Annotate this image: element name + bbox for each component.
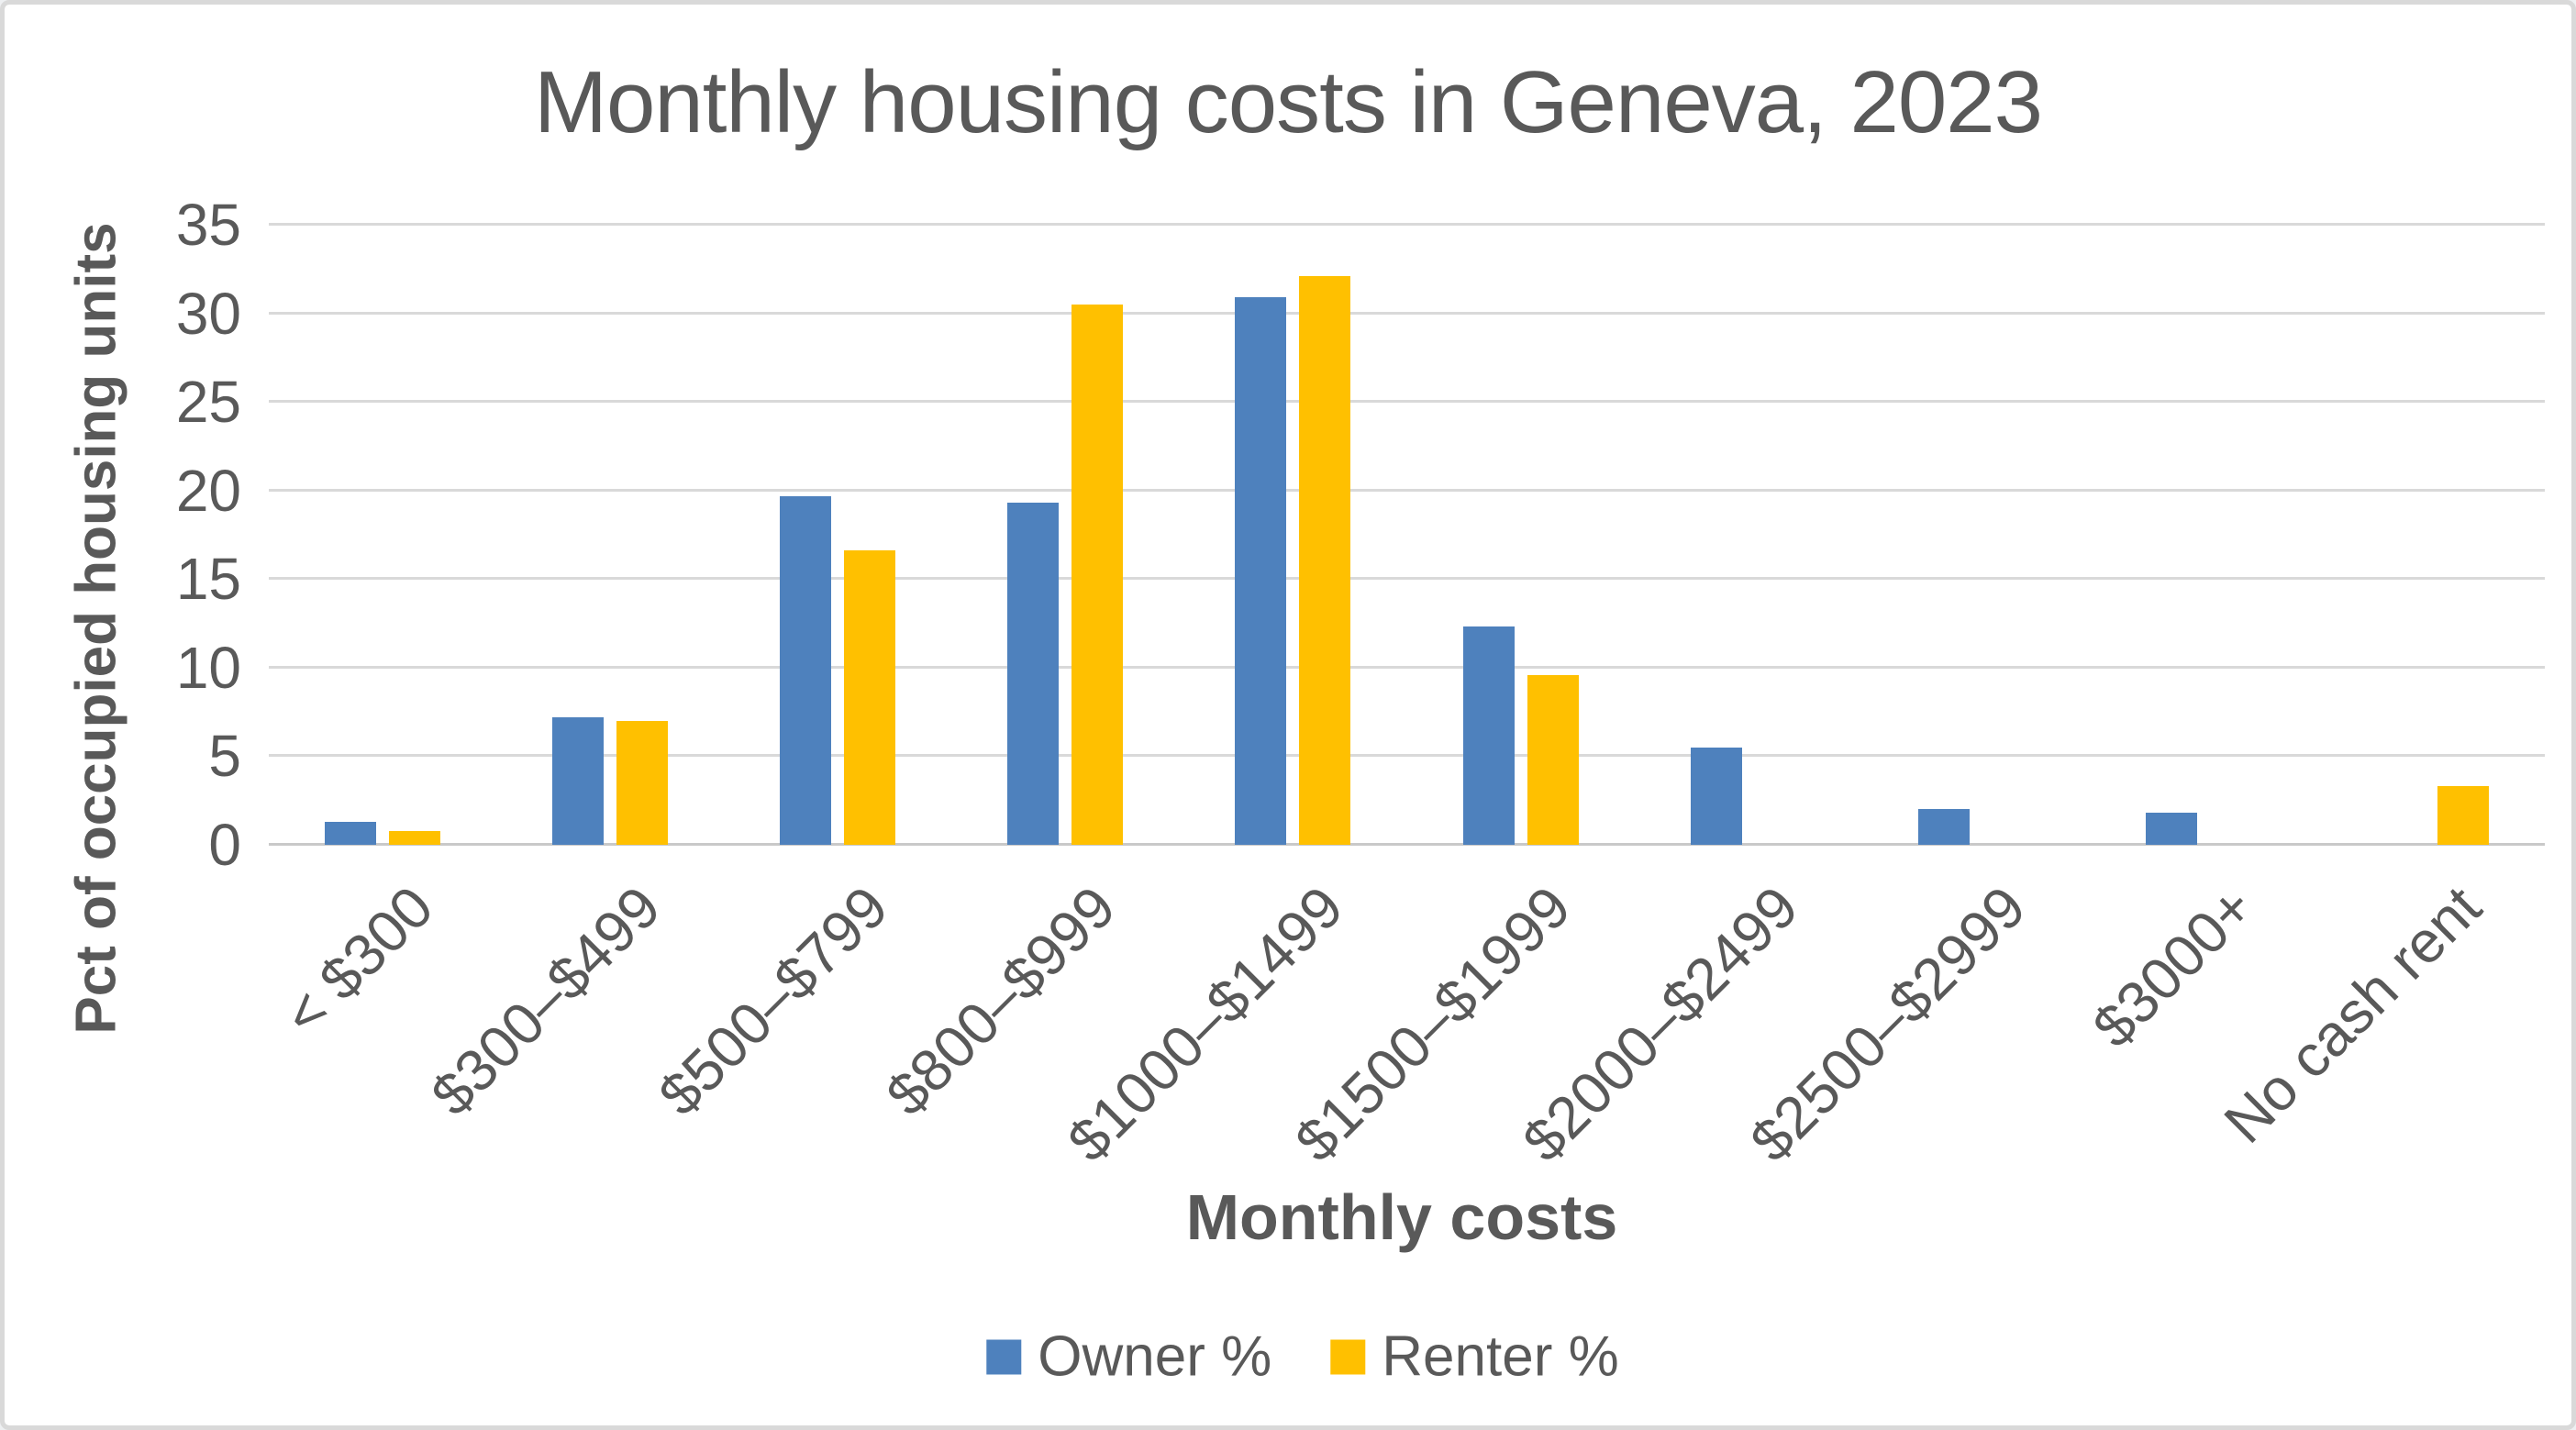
gridline-y-20 <box>269 488 2545 492</box>
y-tick-label-30: 30 <box>175 280 241 347</box>
y-axis-title: Pct of occupied housing units <box>64 222 128 1035</box>
category-slot-2500-2999 <box>1862 225 2090 845</box>
bar-renter-no-cash-rent[interactable] <box>2437 786 2489 845</box>
x-axis-line <box>269 843 2545 846</box>
bar-renter-1000-1499[interactable] <box>1299 276 1351 845</box>
gridline-y-25 <box>269 400 2545 404</box>
category-slot-800-999 <box>951 225 1179 845</box>
legend-entry-owner[interactable]: Owner % <box>986 1325 1271 1390</box>
legend: Owner % Renter % <box>986 1325 1619 1390</box>
gridline-y-10 <box>269 665 2545 669</box>
x-tick-label-500-799: $500–$799 <box>646 873 901 1128</box>
bar-renter-300[interactable] <box>389 830 441 845</box>
gridline-y-30 <box>269 311 2545 315</box>
x-tick-label-3000: $3000+ <box>2079 873 2267 1060</box>
bar-owner-300[interactable] <box>325 821 377 845</box>
x-tick-label-800-999: $800–$999 <box>873 873 1128 1128</box>
bar-renter-800-999[interactable] <box>1071 304 1124 845</box>
category-slot-1500-1999 <box>1407 225 1635 845</box>
y-tick-label-35: 35 <box>175 192 241 258</box>
y-tick-label-10: 10 <box>175 634 241 701</box>
legend-swatch-renter <box>1330 1339 1366 1374</box>
bar-owner-500-799[interactable] <box>780 495 832 845</box>
gridline-y-5 <box>269 754 2545 758</box>
category-slot-1000-1499 <box>1179 225 1406 845</box>
category-slot-300-499 <box>496 225 724 845</box>
bar-renter-500-799[interactable] <box>844 550 896 845</box>
legend-swatch-owner <box>986 1339 1022 1374</box>
category-slot-2000-2499 <box>1635 225 1862 845</box>
legend-entry-renter[interactable]: Renter % <box>1330 1325 1619 1390</box>
gridline-y-35 <box>269 223 2545 226</box>
bar-owner-2000-2499[interactable] <box>1690 747 1742 845</box>
legend-label-renter: Renter % <box>1382 1325 1619 1389</box>
category-slot-3000 <box>2090 225 2317 845</box>
plot-area <box>269 223 2545 846</box>
bar-renter-1500-1999[interactable] <box>1527 674 1579 845</box>
legend-label-owner: Owner % <box>1038 1325 1272 1389</box>
y-tick-label-20: 20 <box>175 457 241 524</box>
y-tick-label-15: 15 <box>175 546 241 613</box>
x-axis-title: Monthly costs <box>1185 1181 1618 1253</box>
y-tick-label-25: 25 <box>175 369 241 436</box>
category-slot-500-799 <box>724 225 951 845</box>
y-tick-label-5: 5 <box>208 723 241 790</box>
bar-owner-2500-2999[interactable] <box>1917 809 1970 845</box>
bar-owner-3000[interactable] <box>2145 813 2197 845</box>
y-tick-label-0: 0 <box>208 812 241 878</box>
category-slot-300 <box>269 225 496 845</box>
gridline-y-15 <box>269 577 2545 581</box>
x-tick-label-300: < $300 <box>270 873 446 1048</box>
x-tick-label-300-499: $300–$499 <box>417 873 673 1128</box>
bar-renter-300-499[interactable] <box>616 720 669 845</box>
chart-title: Monthly housing costs in Geneva, 2023 <box>533 53 2043 151</box>
bar-owner-1500-1999[interactable] <box>1462 626 1515 845</box>
bar-owner-1000-1499[interactable] <box>1235 297 1287 845</box>
category-slot-no-cash-rent <box>2317 225 2545 845</box>
bar-owner-800-999[interactable] <box>1007 503 1060 845</box>
bar-owner-300-499[interactable] <box>552 716 605 845</box>
